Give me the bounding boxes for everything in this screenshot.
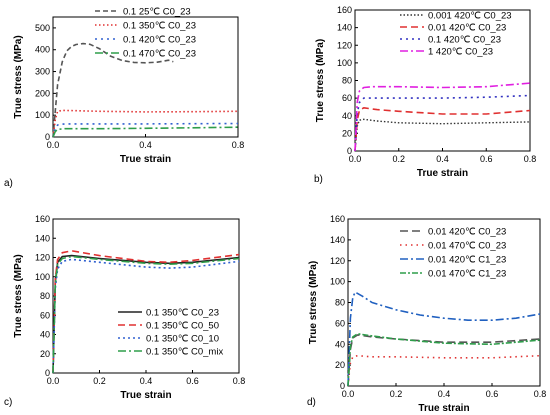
y-tick-label: 60 (342, 93, 352, 103)
x-axis-title: True strain (418, 403, 469, 414)
series-line-3 (52, 122, 239, 138)
y-tick-label: 0 (347, 146, 352, 156)
y-axis-title: True stress (MPa) (13, 254, 24, 337)
legend-label: 0.01 420℃ C1_23 (428, 255, 506, 266)
legend-label: 0.01 470℃ C0_23 (428, 241, 506, 252)
series-line-4 (354, 82, 531, 152)
legend-label: 0.1 350℃ C0_mix (146, 347, 223, 358)
x-tick-label: 0.2 (390, 389, 403, 399)
legend-label: 0.1 350℃ C0_23 (146, 308, 219, 319)
x-axis-title: True strain (120, 154, 171, 165)
y-tick-label: 100 (330, 277, 345, 287)
y-tick-label: 200 (35, 88, 50, 98)
series-line-3 (354, 94, 531, 152)
y-tick-label: 0 (45, 368, 50, 378)
series-line-2 (347, 354, 541, 387)
legend-label: 1 420℃ C0_23 (428, 47, 493, 58)
y-tick-label: 40 (335, 339, 345, 349)
legend-label: 0.01 470℃ C1_23 (428, 269, 506, 280)
y-tick-label: 120 (337, 40, 352, 50)
y-tick-label: 80 (342, 76, 352, 86)
chart-panel-3: 0 20 40 60 80 100 120 140 160 0.0 0.2 0.4 0.6 0.8 True… (4, 214, 245, 408)
x-tick-label: 0.0 (342, 389, 355, 399)
x-tick-label: 0.4 (436, 154, 449, 164)
y-tick-label: 40 (342, 111, 352, 121)
y-tick-label: 100 (35, 110, 50, 120)
x-tick-label: 0.4 (438, 389, 451, 399)
legend-label: 0.1 25℃ C0_23 (123, 7, 191, 18)
y-tick-label: 160 (35, 214, 50, 224)
x-tick-label: 0.6 (186, 376, 199, 386)
series-line-4 (52, 126, 239, 138)
y-tick-label: 300 (35, 67, 50, 77)
x-axis-title: True strain (417, 168, 468, 179)
x-tick-label: 0.4 (140, 376, 153, 386)
legend-label: 0.1 350℃ C0_23 (123, 21, 196, 32)
y-tick-label: 100 (337, 58, 352, 68)
legend-label: 0.1 420℃ C0_23 (123, 35, 196, 46)
y-tick-label: 0 (45, 132, 50, 142)
panel-label: c) (4, 397, 12, 408)
series-line-2 (52, 109, 239, 138)
x-tick-label: 0.8 (233, 376, 246, 386)
x-tick-label: 0.8 (232, 140, 245, 150)
legend-label: 0.001 420℃ C0_23 (428, 11, 512, 22)
panel-label: b) (314, 174, 323, 185)
x-tick-label: 0.2 (392, 154, 405, 164)
y-tick-label: 140 (35, 233, 50, 243)
y-tick-label: 20 (335, 360, 345, 370)
y-tick-label: 120 (330, 256, 345, 266)
y-tick-label: 500 (35, 23, 50, 33)
legend-label: 0.1 420℃ C0_23 (428, 35, 501, 46)
series-line-2 (52, 250, 240, 374)
x-tick-label: 0.6 (480, 154, 493, 164)
y-tick-label: 100 (35, 272, 50, 282)
y-tick-label: 80 (40, 291, 50, 301)
series-line-1 (52, 42, 174, 138)
chart-panel-2: 0 20 40 60 80 100 120 140 160 0.0 0.2 0.4 0.6 0.8 True… (314, 5, 536, 185)
y-tick-label: 400 (35, 45, 50, 55)
y-tick-label: 60 (40, 310, 50, 320)
y-tick-label: 0 (340, 381, 345, 391)
x-tick-label: 0.0 (47, 140, 60, 150)
y-tick-label: 40 (40, 330, 50, 340)
y-tick-label: 60 (335, 318, 345, 328)
y-tick-label: 120 (35, 253, 50, 263)
y-tick-label: 140 (330, 235, 345, 245)
x-tick-label: 0.0 (47, 376, 60, 386)
series-line-3 (347, 291, 541, 387)
series-line-1 (354, 118, 531, 152)
y-tick-label: 20 (342, 128, 352, 138)
x-tick-label: 0.0 (349, 154, 362, 164)
legend-label: 0.01 420℃ C0_23 (428, 23, 506, 34)
series-line-4 (347, 332, 541, 387)
legend-label: 0.1 470℃ C0_23 (123, 49, 196, 60)
x-tick-label: 0.2 (93, 376, 106, 386)
legend-label: 0.1 350℃ C0_50 (146, 321, 219, 332)
y-axis-title: True stress (MPa) (308, 261, 319, 344)
y-axis-title: True stress (MPa) (13, 35, 24, 118)
series-line-2 (354, 107, 531, 152)
panel-label: a) (4, 178, 13, 189)
legend-label: 0.1 350℃ C0_10 (146, 334, 219, 345)
chart-panel-4: 0 20 40 60 80 100 120 140 160 0.0 0.2 0.4 0.6 0.8 True… (307, 214, 546, 414)
x-axis-title: True strain (120, 390, 171, 401)
series-line-4 (52, 255, 240, 374)
x-tick-label: 0.6 (486, 389, 499, 399)
y-tick-label: 140 (337, 23, 352, 33)
legend-label: 0.01 420℃ C0_23 (428, 227, 506, 238)
panel-label: d) (307, 397, 316, 408)
y-axis-title: True stress (MPa) (315, 39, 326, 122)
y-tick-label: 160 (337, 5, 352, 15)
x-tick-label: 0.8 (524, 154, 537, 164)
y-tick-label: 160 (330, 214, 345, 224)
series-line-3 (52, 258, 240, 374)
x-tick-label: 0.4 (139, 140, 152, 150)
chart-panel-1: 0 100 200 300 400 500 0.0 0.4 0.8 True strain True… (4, 7, 244, 190)
y-tick-label: 80 (335, 298, 345, 308)
y-tick-label: 20 (40, 349, 50, 359)
x-tick-label: 0.8 (534, 389, 547, 399)
